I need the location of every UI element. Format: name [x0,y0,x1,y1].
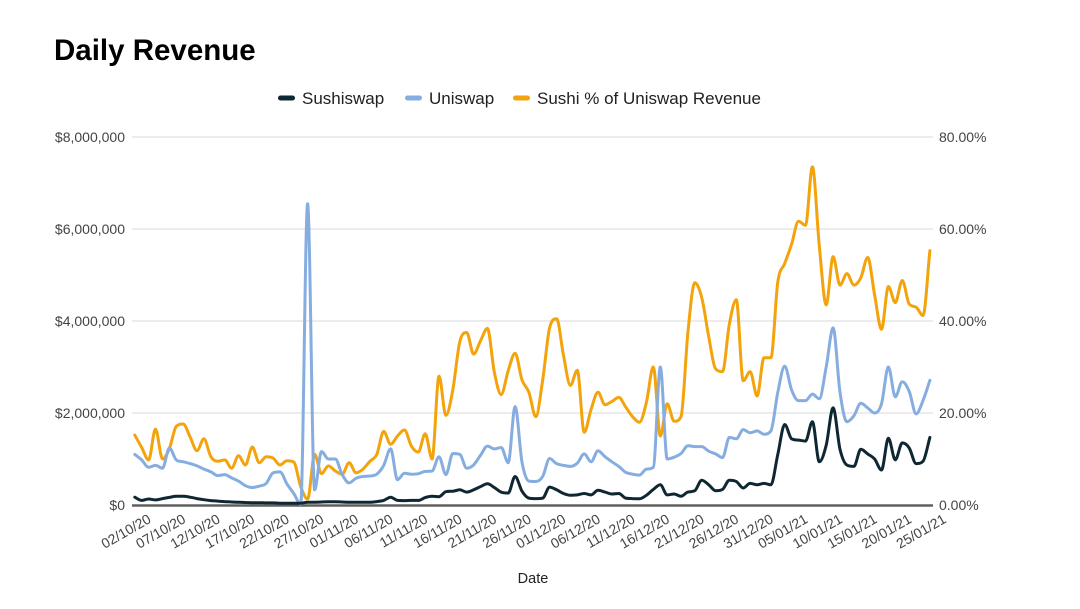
svg-text:$6,000,000: $6,000,000 [55,221,125,237]
svg-text:40.00%: 40.00% [939,313,986,329]
svg-text:Date: Date [518,571,549,587]
svg-text:60.00%: 60.00% [939,221,986,237]
svg-text:$8,000,000: $8,000,000 [55,129,125,145]
svg-text:$2,000,000: $2,000,000 [55,405,125,421]
svg-text:20.00%: 20.00% [939,405,986,421]
svg-text:$0: $0 [109,497,125,513]
svg-text:0.00%: 0.00% [939,497,979,513]
svg-text:Sushi % of Uniswap Revenue: Sushi % of Uniswap Revenue [537,89,761,108]
svg-text:$4,000,000: $4,000,000 [55,313,125,329]
svg-text:80.00%: 80.00% [939,129,986,145]
svg-text:Uniswap: Uniswap [429,89,494,108]
svg-text:Sushiswap: Sushiswap [302,89,384,108]
svg-text:Daily Revenue: Daily Revenue [54,34,256,67]
